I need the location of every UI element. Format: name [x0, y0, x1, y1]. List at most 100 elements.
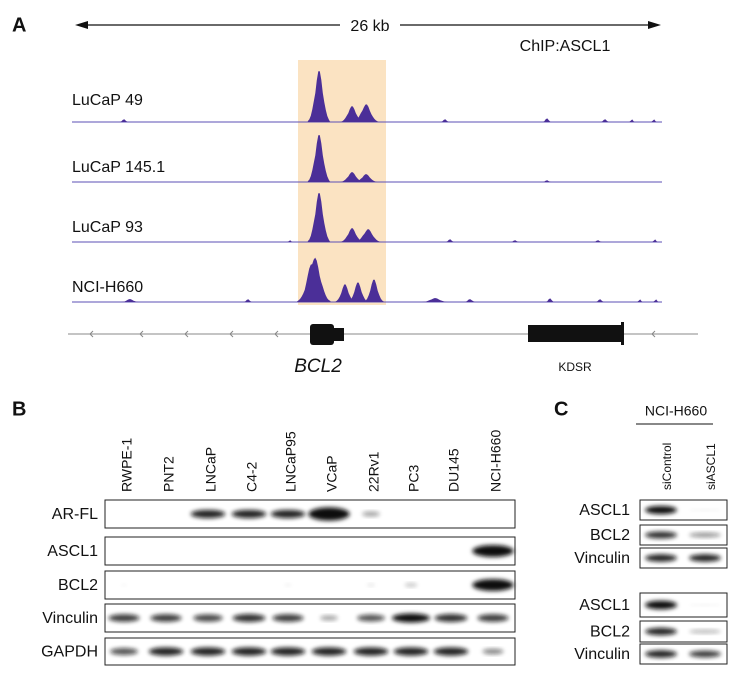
blot-label: Vinculin — [574, 646, 630, 663]
blot-frame — [639, 620, 728, 643]
gene-exon — [528, 325, 623, 342]
blot-label: Vinculin — [42, 610, 98, 627]
band — [362, 511, 380, 517]
lane-label: PC3 — [406, 465, 422, 492]
peak — [510, 240, 520, 242]
peak — [340, 172, 364, 182]
band — [353, 647, 389, 656]
band — [689, 532, 721, 538]
peak — [287, 240, 293, 242]
peak — [355, 229, 381, 242]
band — [357, 614, 385, 622]
lane-label: DU145 — [446, 448, 462, 492]
band — [108, 614, 140, 622]
peak — [353, 104, 379, 122]
peak — [422, 298, 448, 302]
band — [645, 531, 677, 539]
peak — [119, 119, 129, 122]
chip-label: ChIP:ASCL1 — [520, 38, 611, 55]
blot-label: ASCL1 — [579, 597, 630, 614]
blot-frame — [639, 547, 728, 569]
band — [472, 579, 514, 591]
band — [231, 509, 267, 519]
peak — [595, 299, 605, 302]
peak — [307, 135, 331, 182]
blot-label: AR-FL — [52, 506, 98, 523]
peak — [364, 279, 384, 302]
band — [689, 603, 721, 607]
band — [645, 506, 677, 514]
lane-label: 22Rv1 — [366, 451, 382, 492]
lane-label: LNCaP95 — [283, 431, 299, 492]
peak — [335, 284, 355, 302]
peak — [542, 180, 552, 182]
band — [270, 647, 306, 656]
lane-label: PNT2 — [161, 456, 177, 492]
band — [472, 545, 514, 557]
lane-label: C4-2 — [244, 461, 260, 492]
lane-label: NCI-H660 — [488, 430, 504, 492]
gene-exon — [310, 324, 334, 345]
lane-label: LNCaP — [203, 447, 219, 492]
blot-label: ASCL1 — [579, 502, 630, 519]
peak — [121, 299, 139, 302]
band — [284, 583, 292, 587]
blot-frame — [639, 643, 728, 665]
blot-frame — [104, 536, 516, 566]
band — [193, 614, 223, 622]
band — [689, 554, 721, 562]
peak — [297, 257, 331, 302]
panel-label: B — [12, 398, 26, 420]
lane-label: RWPE-1 — [119, 438, 135, 492]
track-label: NCI-H660 — [72, 279, 143, 296]
blot-label: GAPDH — [41, 644, 98, 661]
peak — [307, 193, 331, 242]
band — [150, 614, 182, 622]
blot-frame — [104, 570, 516, 600]
arrow-head — [648, 21, 661, 29]
band — [311, 647, 347, 656]
band — [148, 647, 184, 656]
peak — [651, 119, 657, 122]
band — [270, 509, 306, 519]
band — [404, 583, 418, 587]
blot-label: ASCL1 — [47, 543, 98, 560]
peak — [653, 299, 659, 302]
cell-line: NCI-H660 — [645, 403, 707, 419]
panel-label: A — [12, 14, 26, 36]
band — [482, 648, 504, 655]
peak — [340, 228, 364, 242]
panel-label: C — [554, 398, 568, 420]
peak — [354, 174, 378, 182]
blot-label: BCL2 — [590, 527, 630, 544]
gene-name: BCL2 — [294, 356, 342, 377]
peak — [464, 299, 476, 302]
band — [433, 647, 469, 656]
blot-label: BCL2 — [590, 624, 630, 641]
peak — [637, 299, 643, 302]
band — [689, 508, 721, 512]
band — [645, 650, 677, 658]
lane-label: siControl — [660, 443, 674, 490]
band — [645, 600, 677, 610]
peak — [629, 119, 635, 122]
peak — [440, 119, 450, 122]
track-label: LuCaP 49 — [72, 92, 143, 109]
gene-exon — [621, 322, 624, 345]
peak — [652, 239, 658, 242]
band — [689, 650, 721, 658]
peak — [348, 282, 368, 302]
track-label: LuCaP 93 — [72, 219, 143, 236]
peak — [600, 119, 610, 122]
peak — [445, 239, 455, 242]
band — [645, 627, 677, 636]
scale-label: 26 kb — [350, 18, 389, 35]
blot-label: BCL2 — [58, 577, 98, 594]
band — [121, 583, 127, 587]
band — [393, 647, 429, 656]
band — [434, 614, 468, 622]
peak — [243, 299, 253, 302]
peak — [307, 71, 331, 122]
arrow-head — [75, 21, 88, 29]
